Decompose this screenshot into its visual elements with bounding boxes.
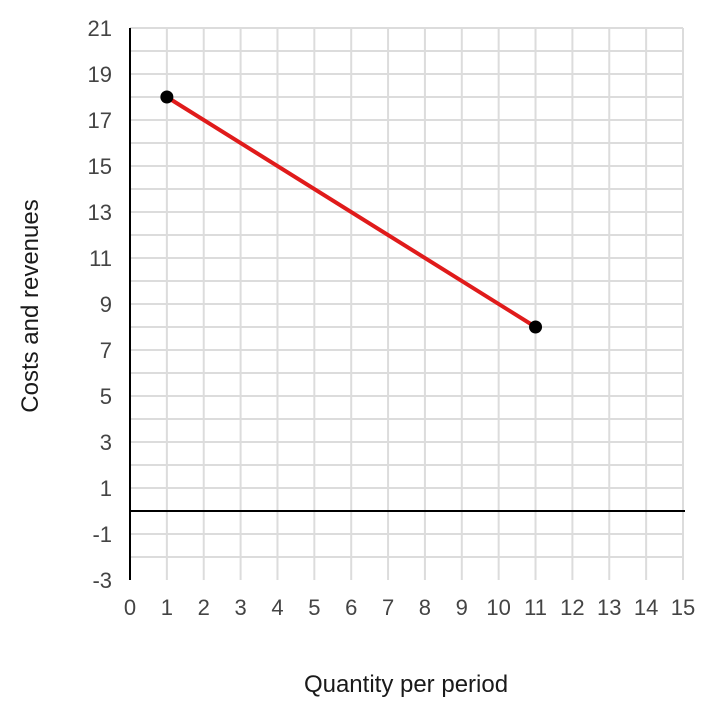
y-tick-label: 11	[89, 246, 112, 271]
y-tick-label: 15	[88, 154, 112, 179]
x-tick-label: 0	[124, 595, 136, 620]
series-line	[164, 95, 538, 329]
x-tick-label: 13	[597, 595, 621, 620]
x-tick-label: 1	[161, 595, 173, 620]
series	[160, 90, 543, 334]
data-point	[529, 320, 543, 334]
y-tick-label: 21	[88, 16, 112, 41]
x-tick-label: 12	[560, 595, 584, 620]
y-tick-label: 9	[100, 292, 112, 317]
x-axis-title: Quantity per period	[304, 671, 508, 698]
x-tick-label: 11	[524, 595, 547, 620]
grid	[130, 27, 684, 580]
x-tick-label: 4	[271, 595, 283, 620]
x-tick-label: 15	[671, 595, 695, 620]
x-tick-label: 9	[456, 595, 468, 620]
x-tick-label: 7	[382, 595, 394, 620]
tick-labels: 0 1 2 3 4 5 6 7 8 9 10 11 12 13 14 1521191715131197531-…	[88, 16, 696, 620]
y-tick-label: -1	[92, 522, 112, 547]
x-tick-label: 3	[234, 595, 246, 620]
axes	[129, 28, 685, 580]
y-tick-label: 7	[100, 338, 112, 363]
x-tick-label: 8	[419, 595, 431, 620]
y-tick-label: 19	[88, 62, 112, 87]
x-tick-label: 5	[308, 595, 320, 620]
x-tick-label: 14	[634, 595, 658, 620]
y-tick-label: 5	[100, 384, 112, 409]
y-tick-label: 13	[88, 200, 112, 225]
y-axis-title: Costs and revenues	[17, 199, 44, 412]
data-point	[160, 90, 174, 104]
x-tick-label: 2	[198, 595, 210, 620]
y-tick-label: 1	[100, 476, 112, 501]
x-tick-label: 10	[486, 595, 510, 620]
y-tick-label: -3	[92, 568, 112, 593]
y-tick-label: 17	[88, 108, 112, 133]
y-tick-label: 3	[100, 430, 112, 455]
x-tick-label: 6	[345, 595, 357, 620]
